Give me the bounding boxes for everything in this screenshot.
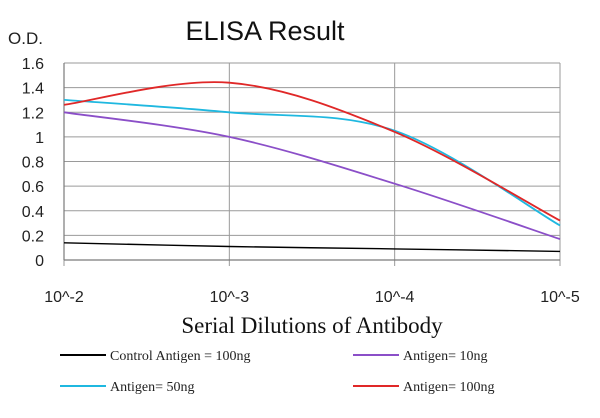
axes — [63, 63, 560, 261]
x-tick-label: 10^-2 — [44, 289, 84, 306]
legend-label: Antigen= 100ng — [403, 380, 495, 395]
x-tick-labels: 10^-2 10^-3 10^-4 10^-5 — [44, 289, 580, 306]
y-tick-label: 1.2 — [22, 105, 44, 122]
y-tick-label: 1.6 — [22, 56, 44, 73]
series-line — [63, 242, 561, 253]
y-tick-label: 0.2 — [22, 228, 44, 245]
y-tick-labels: 0 0.2 0.4 0.6 0.8 1 1.2 1.4 1.6 — [22, 56, 44, 270]
y-tick-label: 0.4 — [22, 204, 44, 221]
x-tick-label: 10^-3 — [210, 289, 250, 306]
legend-label: Antigen= 10ng — [403, 349, 488, 364]
series-line — [63, 111, 561, 240]
x-axis-label: Serial Dilutions of Antibody — [181, 313, 443, 338]
chart-title: ELISA Result — [185, 16, 345, 46]
series-lines — [63, 81, 561, 253]
legend: Control Antigen = 100ng Antigen= 10ng Anti… — [60, 349, 495, 395]
legend-item: Antigen= 50ng — [60, 380, 195, 395]
x-tick-label: 10^-4 — [375, 289, 415, 306]
legend-label: Control Antigen = 100ng — [110, 349, 251, 364]
y-tick-label: 0.6 — [22, 179, 44, 196]
legend-item: Antigen= 100ng — [353, 380, 495, 395]
y-axis-label: O.D. — [8, 29, 43, 48]
legend-label: Antigen= 50ng — [110, 380, 195, 395]
legend-item: Antigen= 10ng — [353, 349, 488, 364]
x-tick-label: 10^-5 — [540, 289, 580, 306]
y-tick-label: 0 — [35, 253, 44, 270]
legend-item: Control Antigen = 100ng — [60, 349, 251, 364]
y-tick-label: 1.4 — [22, 81, 44, 98]
y-tick-label: 0.8 — [22, 155, 44, 172]
y-tick-label: 1 — [35, 130, 44, 147]
series-line — [63, 81, 561, 222]
